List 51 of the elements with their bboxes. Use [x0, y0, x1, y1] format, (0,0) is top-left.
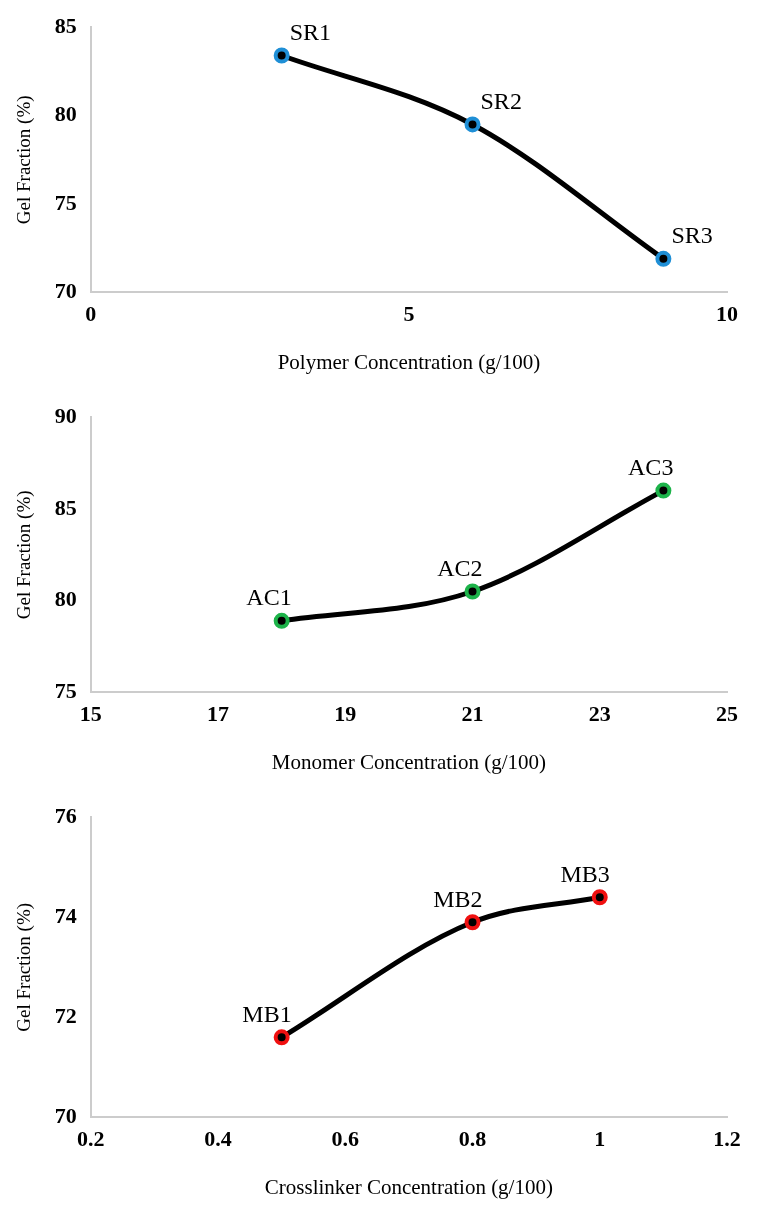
x-tick-label: 0.4 — [204, 1126, 232, 1152]
annotation: AC1 — [246, 584, 292, 611]
point — [655, 482, 672, 499]
x-tick-label: 21 — [461, 701, 484, 727]
x-axis-title: Monomer Concentration (g/100) — [271, 749, 546, 774]
y-tick-label: 70 — [54, 278, 77, 304]
y-axis-title: Gel Fraction (%) — [13, 902, 36, 1032]
x-tick-label: 1 — [594, 1126, 606, 1152]
y-tick-label: 70 — [54, 1103, 77, 1129]
x-tick-label: 0 — [85, 301, 97, 327]
x-axis-title: Polymer Concentration (g/100) — [277, 349, 541, 374]
point — [464, 914, 481, 931]
x-tick-label: 19 — [334, 701, 357, 727]
y-tick-label: 85 — [54, 12, 77, 38]
y-tick-label: 80 — [54, 101, 77, 127]
point — [464, 116, 481, 133]
point — [273, 612, 290, 629]
y-tick-label: 85 — [54, 494, 77, 520]
x-tick-label: 23 — [588, 701, 611, 727]
annotation: SR2 — [480, 87, 522, 114]
x-tick-label: 1.2 — [713, 1126, 741, 1152]
x-tick-label: 0.2 — [77, 1126, 105, 1152]
annotation: AC2 — [437, 554, 483, 581]
y-tick-label: 75 — [54, 678, 77, 704]
annotation: MB2 — [433, 885, 483, 912]
y-axis-title: Gel Fraction (%) — [13, 490, 36, 620]
point — [273, 1029, 290, 1046]
annotation: AC3 — [628, 453, 674, 480]
point — [591, 889, 608, 906]
x-tick-label: 0.8 — [458, 1126, 487, 1152]
x-tick-label: 0.6 — [331, 1126, 360, 1152]
x-tick-label: 17 — [207, 701, 230, 727]
point — [273, 47, 290, 64]
x-axis-title: Crosslinker Concentration (g/100) — [264, 1174, 553, 1199]
y-tick-label: 75 — [54, 189, 77, 215]
point — [655, 250, 672, 267]
x-tick-label: 10 — [716, 301, 738, 327]
y-tick-label: 72 — [54, 1003, 77, 1029]
annotation: SR1 — [289, 18, 332, 45]
y-tick-label: 80 — [54, 586, 77, 612]
point — [464, 583, 481, 600]
annotation: MB3 — [560, 860, 610, 887]
y-tick-label: 90 — [54, 402, 77, 428]
annotation: MB1 — [242, 1000, 292, 1027]
x-tick-label: 5 — [403, 301, 415, 327]
y-tick-label: 74 — [54, 902, 77, 928]
x-tick-label: 15 — [79, 701, 102, 727]
y-axis-title: Gel Fraction (%) — [13, 95, 36, 225]
y-tick-label: 76 — [54, 802, 77, 828]
annotation: SR3 — [671, 222, 713, 249]
x-tick-label: 25 — [716, 701, 738, 727]
